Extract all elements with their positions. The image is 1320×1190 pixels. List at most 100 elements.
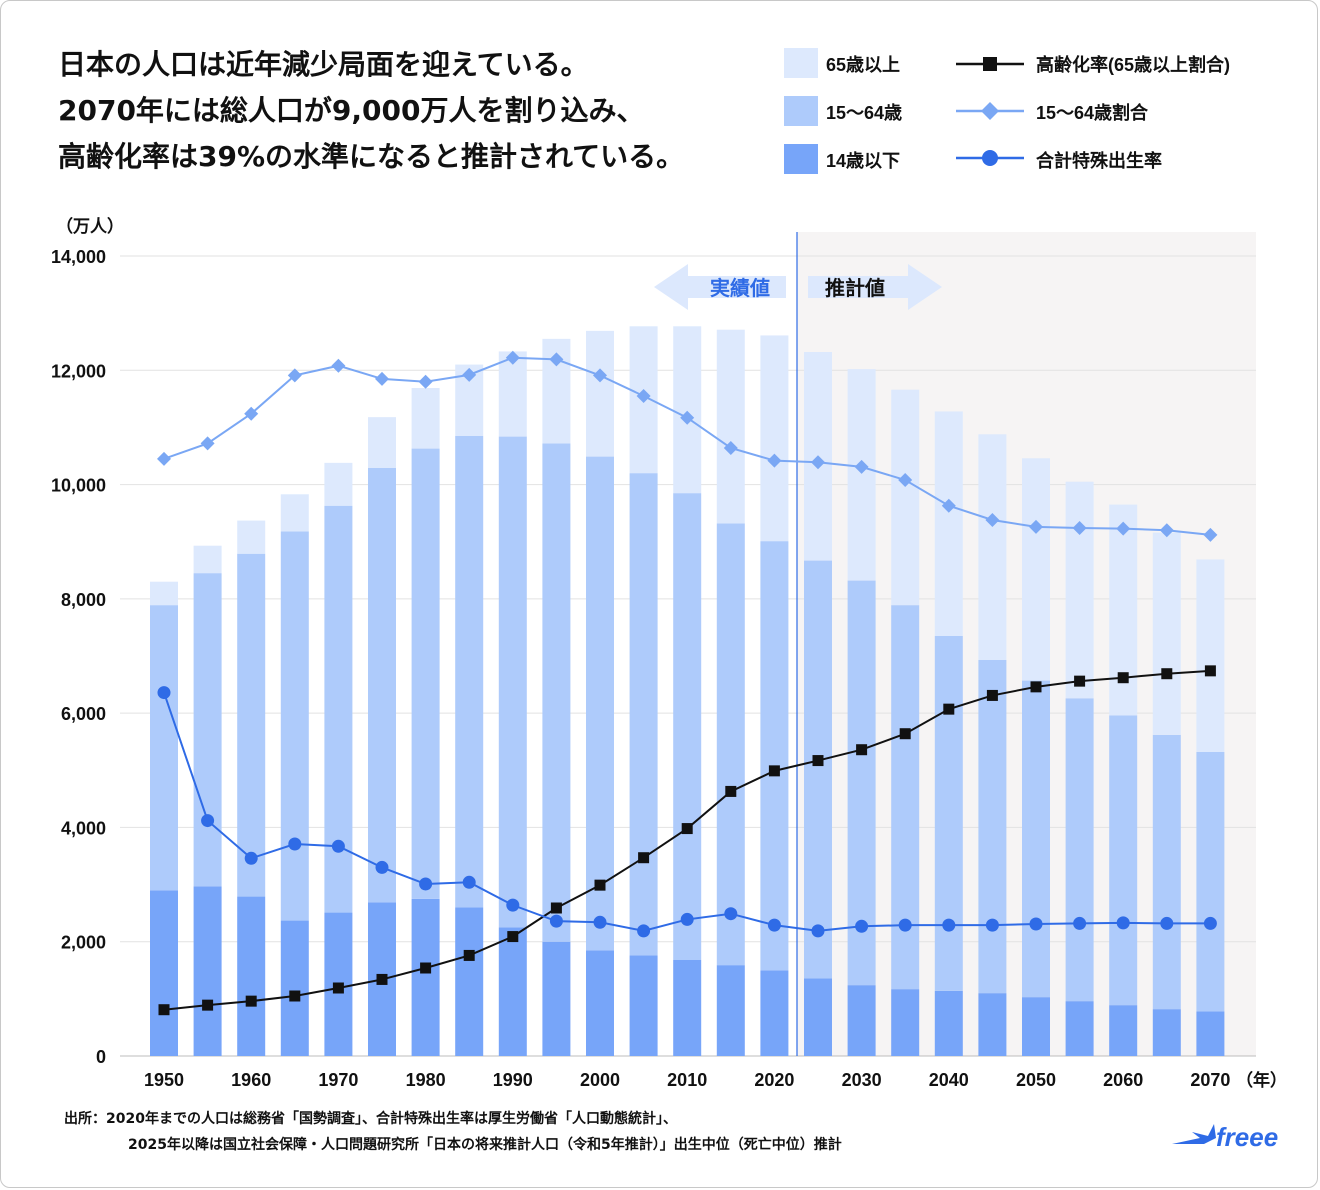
y-tick-label: 12,000 — [51, 361, 106, 381]
x-tick-label: 2060 — [1103, 1070, 1143, 1090]
aging-rate-point — [420, 962, 432, 974]
bar-segment — [978, 434, 1007, 660]
legend-marker-aging-rate — [983, 57, 997, 71]
x-tick-label: 1980 — [406, 1070, 446, 1090]
x-tick-label: 1950 — [144, 1070, 184, 1090]
tfr-point — [811, 924, 825, 938]
aging-rate-point — [1161, 668, 1173, 680]
tfr-point — [157, 686, 171, 700]
tfr-point — [331, 839, 345, 853]
aging-rate-point — [1030, 681, 1042, 693]
bar-segment — [716, 965, 745, 1056]
tfr-point — [1203, 916, 1217, 930]
tfr-point — [724, 907, 738, 921]
bar-segment — [411, 448, 440, 899]
aging-rate-point — [245, 995, 257, 1007]
bar-segment — [237, 553, 266, 897]
legend-label-aging-rate: 高齢化率(65歳以上割合) — [1036, 54, 1230, 75]
tfr-point — [506, 898, 520, 912]
aging-rate-point — [1074, 675, 1086, 687]
tfr-point — [942, 918, 956, 932]
bar-segment — [542, 443, 571, 942]
tfr-point — [767, 918, 781, 932]
bar-segment — [673, 960, 702, 1056]
working-ratio-point — [549, 352, 564, 367]
bar-segment — [1109, 715, 1138, 1006]
bar-segment — [1196, 1011, 1225, 1056]
x-tick-label: 2040 — [929, 1070, 969, 1090]
bar-segment — [237, 896, 266, 1056]
tfr-point — [288, 837, 302, 851]
bar-segment — [760, 541, 789, 971]
tfr-point — [593, 915, 607, 929]
bar-segment — [498, 927, 527, 1056]
bar-segment — [411, 388, 440, 449]
bar-segment — [673, 493, 702, 960]
legend-swatch-15-64 — [784, 96, 818, 126]
bar-segment — [1196, 559, 1225, 752]
working-ratio-point — [287, 368, 302, 383]
working-ratio-point — [157, 451, 171, 466]
bar-segment — [1152, 1009, 1181, 1056]
headline: 日本の人口は近年減少局面を迎えている。 2070年には総人口が9,000万人を割… — [58, 42, 778, 180]
bar-segment — [1109, 1005, 1138, 1056]
working-ratio-point — [898, 473, 913, 487]
aging-rate-point — [986, 689, 998, 701]
headline-line-2: 2070年には総人口が9,000万人を割り込み、 — [58, 94, 645, 127]
tfr-point — [549, 914, 563, 928]
bar-segment — [891, 989, 920, 1056]
bar-segment — [586, 456, 614, 951]
bar-segment — [193, 573, 222, 887]
bar-segment — [586, 950, 614, 1056]
aging-rate-point — [943, 703, 955, 715]
projection-label: 推計値 — [825, 276, 885, 300]
source-line-1: 出所：2020年までの人口は総務省「国勢調査」、合計特殊出生率は厚生労働省「人口… — [64, 1111, 677, 1127]
aging-rate-point — [1204, 665, 1216, 677]
bar-segment — [1152, 734, 1181, 1010]
x-tick-label: 2070 — [1190, 1070, 1230, 1090]
bar-segment — [150, 890, 178, 1056]
bar-segment — [237, 520, 266, 554]
aging-rate-point — [332, 982, 344, 994]
bar-segment — [629, 473, 658, 956]
legend-swatch-65-plus — [784, 48, 818, 78]
source-line-2: 2025年以降は国立社会保障・人口問題研究所「日本の将来推計人口（令和5年推計）… — [128, 1137, 842, 1153]
y-axis-unit: （万人） — [56, 216, 124, 237]
bar-segment — [193, 886, 222, 1056]
legend-label-15-64: 15～64歳 — [826, 103, 902, 123]
bar-segment — [934, 411, 963, 636]
aging-rate-point — [725, 785, 737, 797]
aging-rate-point — [594, 879, 606, 891]
bar-segment — [629, 955, 658, 1056]
aging-rate-point — [638, 852, 650, 864]
aging-rate-point — [376, 973, 388, 985]
working-ratio-point — [723, 441, 738, 455]
bar-segment — [673, 326, 702, 494]
aging-rate-point — [899, 728, 911, 740]
bar-segment — [542, 941, 571, 1056]
x-tick-label: 1970 — [318, 1070, 358, 1090]
working-ratio-point — [331, 358, 346, 373]
aging-rate-point — [463, 949, 475, 961]
bar-segment — [368, 468, 396, 903]
legend: 65歳以上 15～64歳 14歳以下 高齢化率(65歳以上割合) 15～64歳割… — [784, 48, 1230, 174]
working-ratio-point — [767, 453, 782, 468]
tfr-point — [375, 860, 389, 874]
x-tick-label: 2020 — [754, 1070, 794, 1090]
aging-rate-point — [681, 823, 693, 835]
working-ratio-point — [811, 455, 825, 470]
legend-label-65-plus: 65歳以上 — [826, 55, 900, 75]
bar-segment — [804, 560, 832, 979]
y-tick-label: 2,000 — [61, 933, 106, 953]
tfr-point — [855, 919, 869, 933]
bar-segment — [411, 898, 440, 1056]
bar-segment — [1196, 752, 1225, 1012]
bar-segment — [150, 605, 178, 891]
tfr-point — [419, 877, 433, 891]
legend-swatch-14-under — [784, 144, 818, 174]
x-tick-label: 2010 — [667, 1070, 707, 1090]
legend-label-working-ratio: 15～64歳割合 — [1036, 102, 1149, 123]
y-tick-label: 6,000 — [61, 704, 106, 724]
